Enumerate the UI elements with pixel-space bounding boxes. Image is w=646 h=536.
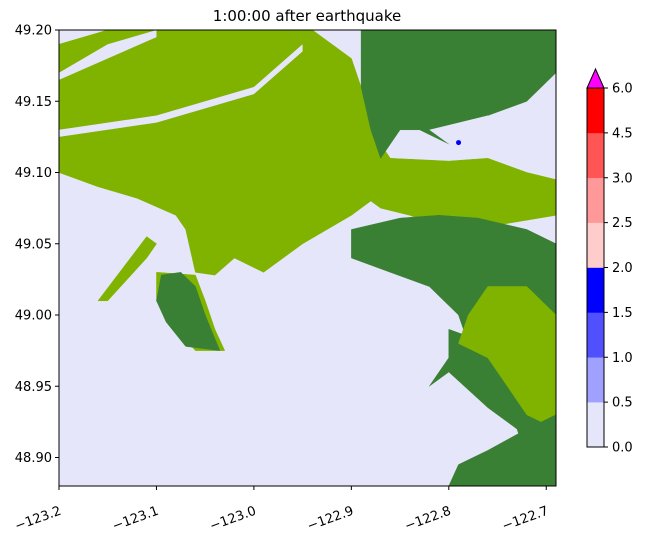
inundation-point-0 [456,140,462,146]
colorbar-segment-1 [587,357,604,403]
colorbar: 0.0 0.5 1.0 1.5 2.0 2.5 3.0 4.5 6.0 [586,67,633,456]
colorbar-segment-4 [587,222,604,268]
y-tick-label-6: 48.90 [15,451,52,466]
water-fraser-river-north-arm [59,30,157,80]
x-tick-label-3: −122.9 [305,504,355,535]
colorbar-tick-label-4: 2.0 [612,261,633,276]
colorbar-segment-3 [587,267,604,313]
colorbar-tick-label-3: 1.5 [612,306,633,321]
x-tick-label-1: −123.1 [110,504,160,535]
map-regions [59,30,556,486]
region-blaine-lowland [458,286,556,430]
y-tick-label-1: 49.15 [15,95,52,110]
colorbar-tick-label-8: 6.0 [612,82,633,97]
y-tick-label-5: 48.95 [15,380,52,395]
region-north-highland [360,30,556,159]
colorbar-extend-triangle [586,67,605,89]
x-tick-label-4: −122.8 [403,504,453,535]
inundation-points [456,140,462,146]
colorbar-segment-5 [587,177,604,223]
y-tick-label-3: 49.05 [15,237,52,252]
colorbar-segment-0 [587,402,604,448]
x-tick-label-2: −123.0 [208,504,258,535]
chart-title: 1:00:00 after earthquake [213,7,401,25]
region-southeast-highland [448,414,556,486]
colorbar-segment-6 [587,132,604,179]
region-point-roberts-highland [156,272,221,351]
y-axis: 49.20 49.15 49.10 49.05 49.00 48.95 48.90 [15,24,59,466]
y-tick-label-2: 49.10 [15,166,52,181]
region-sea-island-lowland [59,65,118,102]
x-tick-label-0: −123.2 [13,504,63,535]
region-semiahmoo-spit [429,328,518,430]
y-tick-label-4: 49.00 [15,309,52,324]
colorbar-tick-label-5: 2.5 [612,216,633,231]
plot-frame [58,29,557,487]
colorbar-tick-label-6: 3.0 [612,171,633,186]
colorbar-segment-7 [587,88,604,134]
water-fraser-river-main-arm [59,44,303,137]
region-tsawwassen-causeway [97,236,157,302]
colorbar-segment-2 [587,312,604,358]
y-tick-label-0: 49.20 [15,24,52,39]
colorbar-tick-label-2: 1.0 [612,351,633,366]
colorbar-tick-label-7: 4.5 [612,126,633,141]
colorbar-tick-label-0: 0.0 [612,441,633,456]
x-tick-label-5: −122.7 [500,504,550,535]
water-mud-bay [429,115,517,144]
water-features [59,30,517,144]
x-axis: −123.2 −123.1 −123.0 −122.9 −122.8 −122.7 [13,486,551,534]
colorbar-tick-label-1: 0.5 [612,396,633,411]
